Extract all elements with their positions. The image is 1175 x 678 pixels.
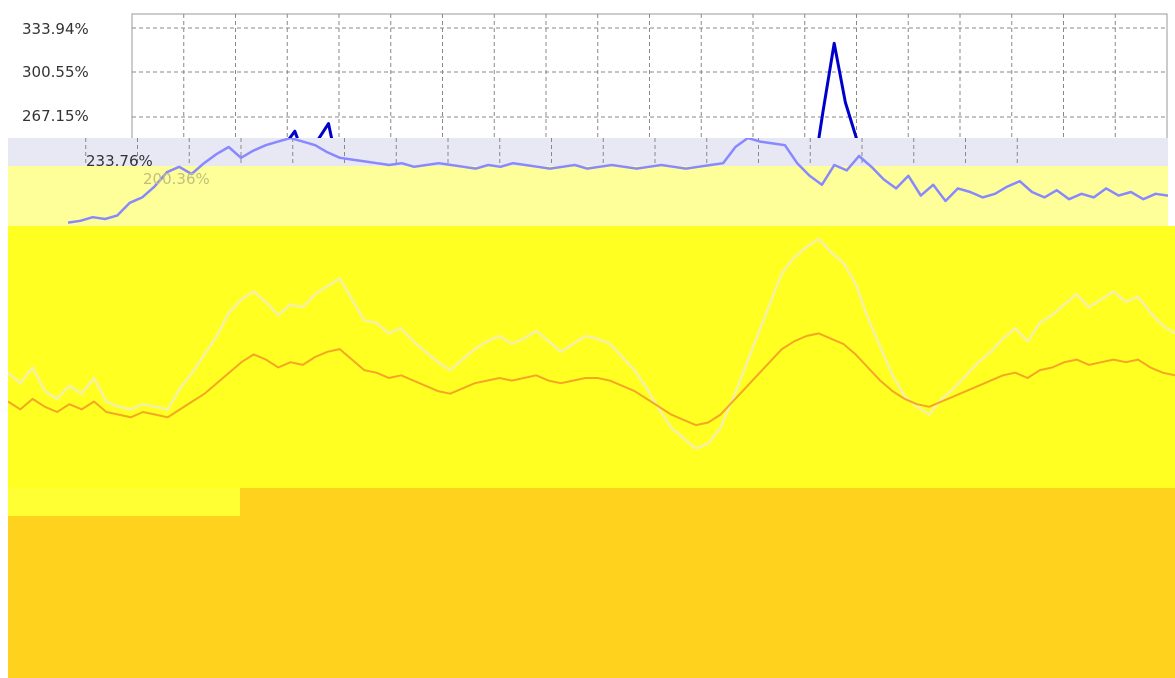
series-line bbox=[8, 237, 1175, 450]
overlay-band-layer: 233.76% 200.36% bbox=[8, 138, 1168, 228]
overlay-series-group bbox=[67, 138, 1168, 224]
y-tick-label: 267.15% bbox=[22, 107, 89, 125]
overlay-gridlines bbox=[85, 138, 1018, 166]
series-line bbox=[67, 138, 1168, 224]
footer-highlight-strip bbox=[8, 488, 240, 516]
overlay-chart-svg bbox=[8, 138, 1168, 228]
highlight-band bbox=[8, 166, 1168, 228]
y-tick-label: 200.36% bbox=[143, 170, 210, 188]
footer-svg bbox=[8, 488, 1175, 678]
yellow-panel-layer bbox=[8, 226, 1175, 488]
footer-block bbox=[8, 488, 1175, 678]
y-tick-label: 300.55% bbox=[22, 63, 89, 81]
yellow-panel-bg bbox=[8, 226, 1175, 488]
band-strip bbox=[8, 138, 1168, 166]
y-tick-label: 233.76% bbox=[86, 152, 153, 170]
series-line bbox=[8, 332, 1175, 427]
yellow-series-group bbox=[8, 237, 1175, 450]
yellow-chart-svg bbox=[8, 226, 1175, 488]
y-tick-label: 333.94% bbox=[22, 20, 89, 38]
footer-block-layer bbox=[8, 488, 1175, 678]
